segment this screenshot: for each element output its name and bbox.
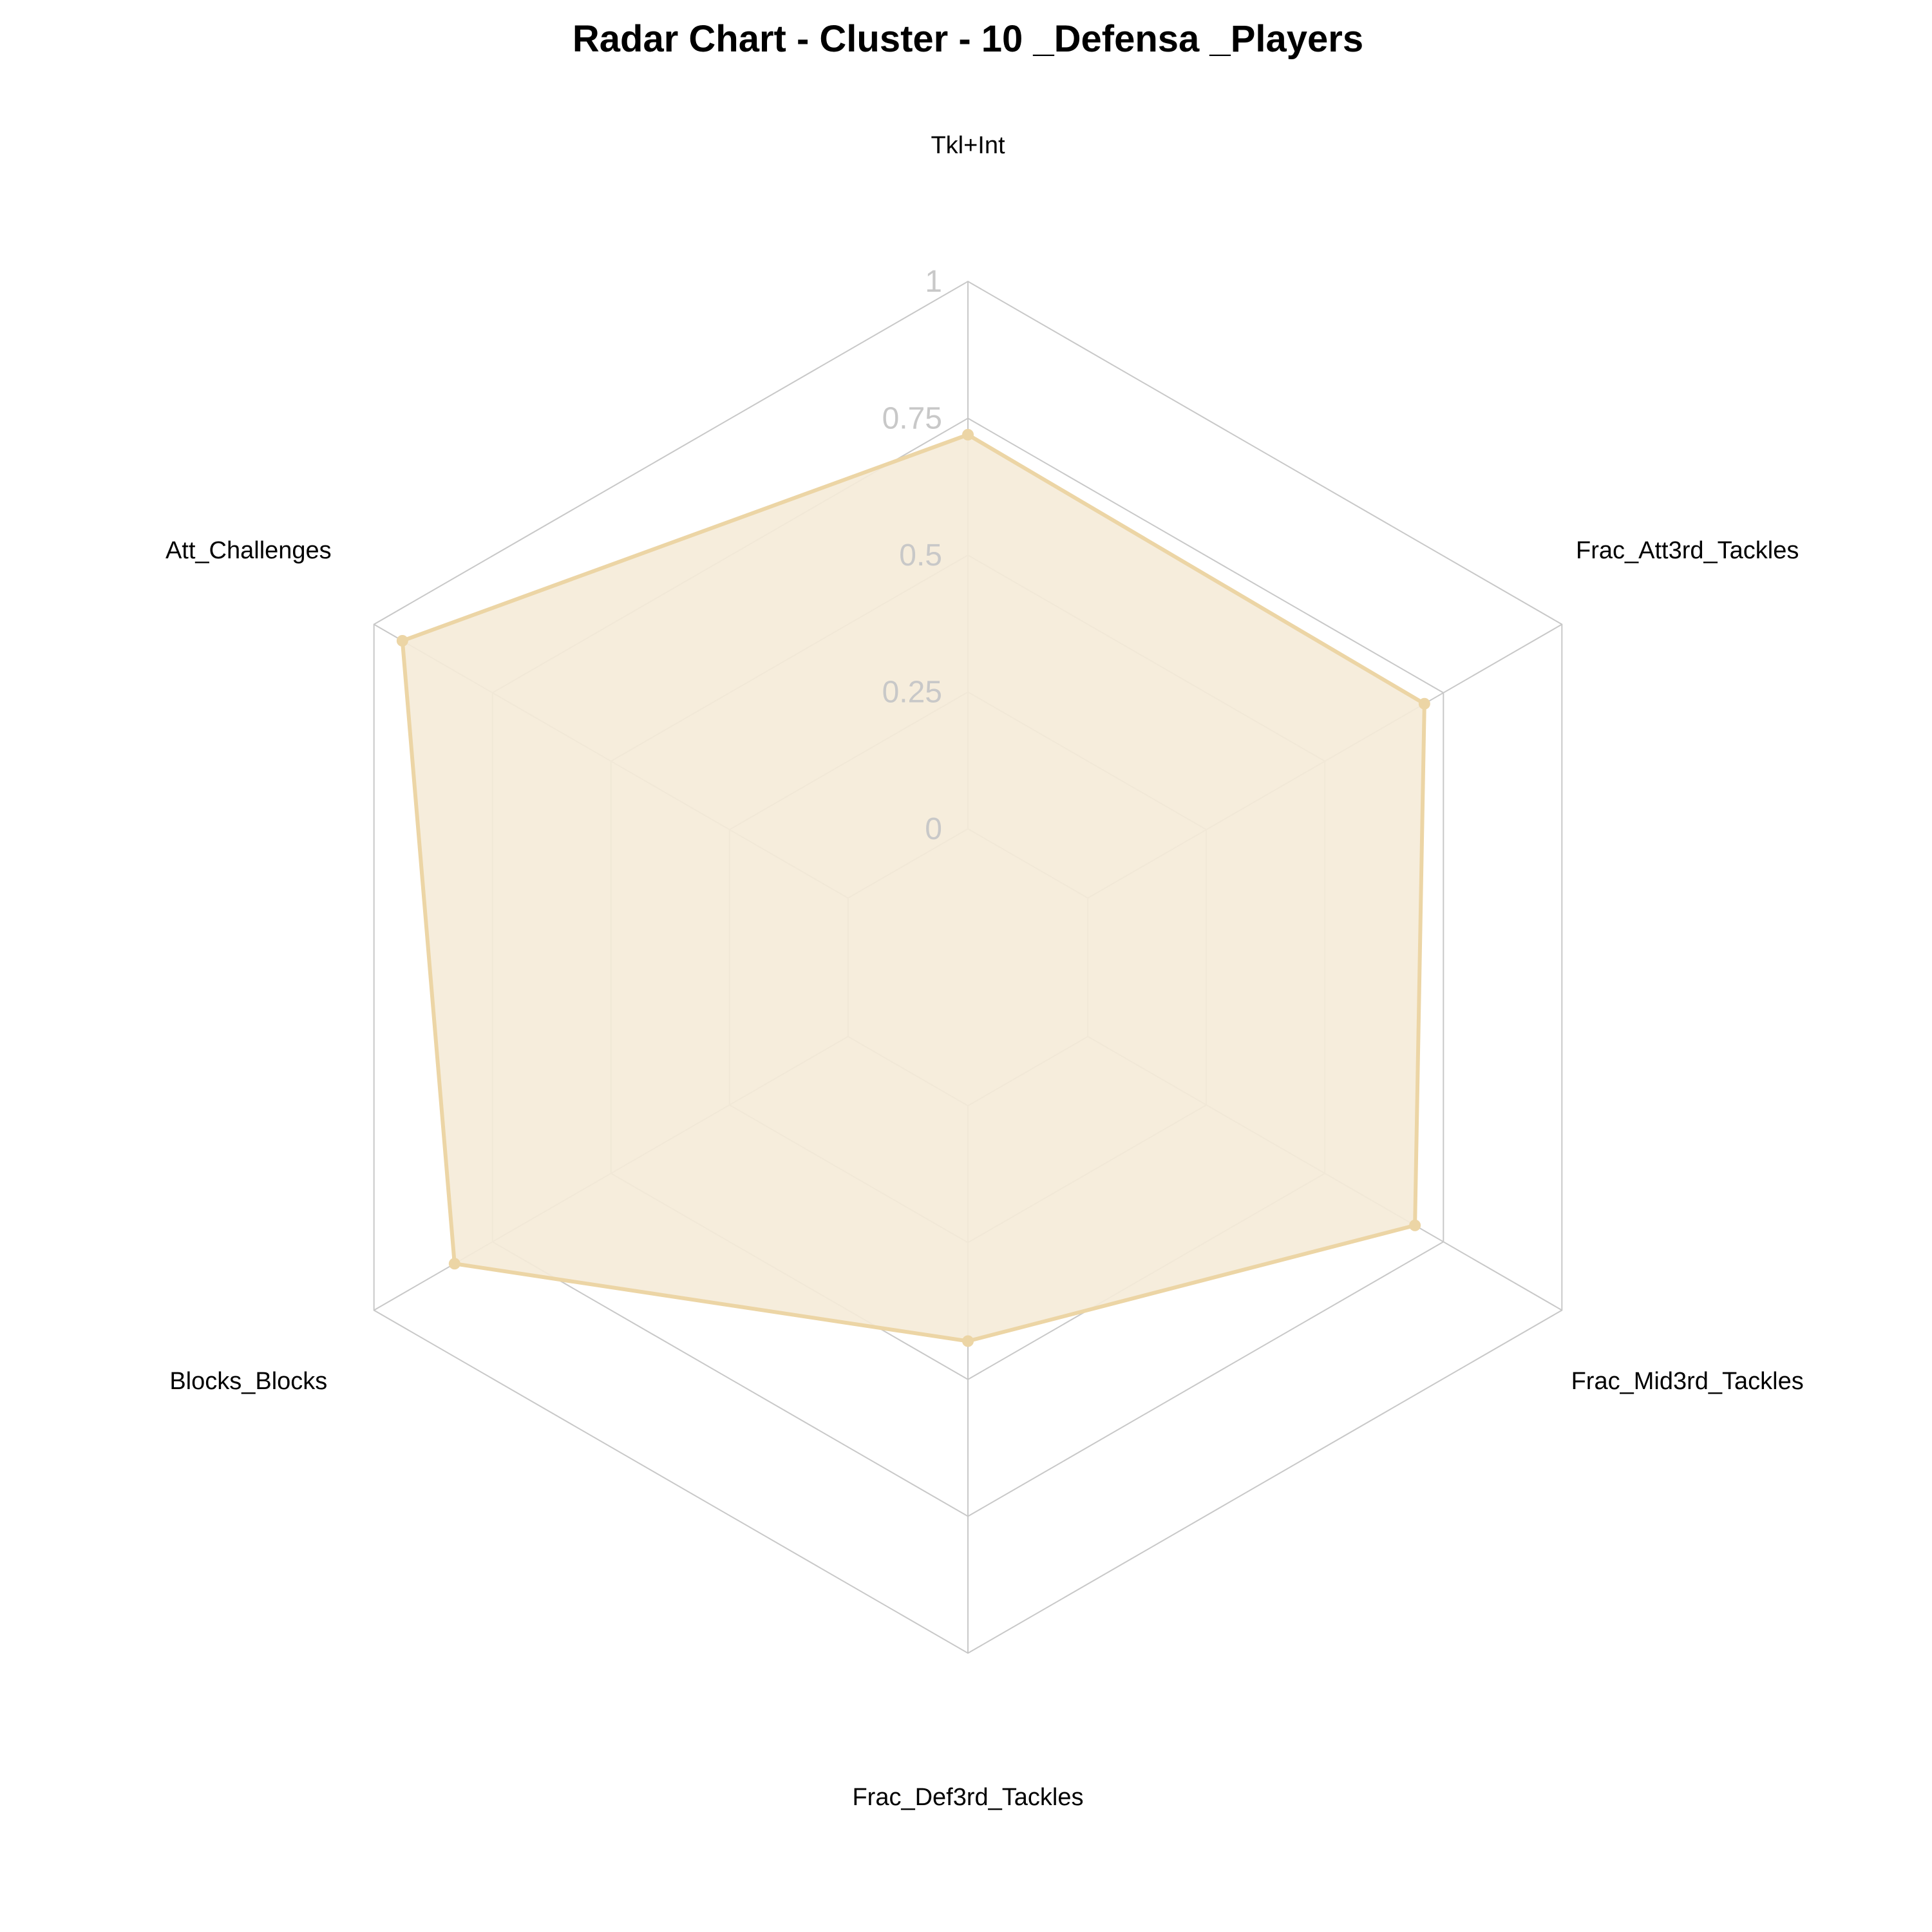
radial-tick-label: 0.75 <box>882 402 942 436</box>
radial-tick-label: 0.25 <box>882 676 942 710</box>
series-point-0 <box>962 429 974 440</box>
axis-label: Att_Challenges <box>166 537 332 564</box>
radar-series <box>396 429 1430 1347</box>
radial-tick-labels: 0 0.25 0.5 0.75 1 <box>882 265 942 846</box>
series-point-2 <box>1409 1219 1421 1231</box>
series-point-1 <box>1418 697 1430 710</box>
series-point-3 <box>962 1335 974 1347</box>
radial-tick-label: 0.5 <box>899 538 942 573</box>
axis-label: Frac_Mid3rd_Tackles <box>1571 1368 1804 1395</box>
axis-label: Blocks_Blocks <box>169 1368 327 1395</box>
axis-label: Frac_Att3rd_Tackles <box>1576 537 1799 564</box>
axis-label: Tkl+Int <box>931 132 1005 159</box>
chart-title: Radar Chart - Cluster - 10 _Defensa _Pla… <box>573 18 1363 60</box>
axis-label: Frac_Def3rd_Tackles <box>852 1784 1083 1811</box>
series-point-4 <box>448 1258 460 1270</box>
series-point-5 <box>396 635 408 647</box>
axis-labels: Tkl+Int Frac_Att3rd_Tackles Frac_Mid3rd_Ta… <box>166 132 1804 1811</box>
radial-tick-label: 0 <box>925 812 942 846</box>
radial-tick-label: 1 <box>925 265 942 299</box>
